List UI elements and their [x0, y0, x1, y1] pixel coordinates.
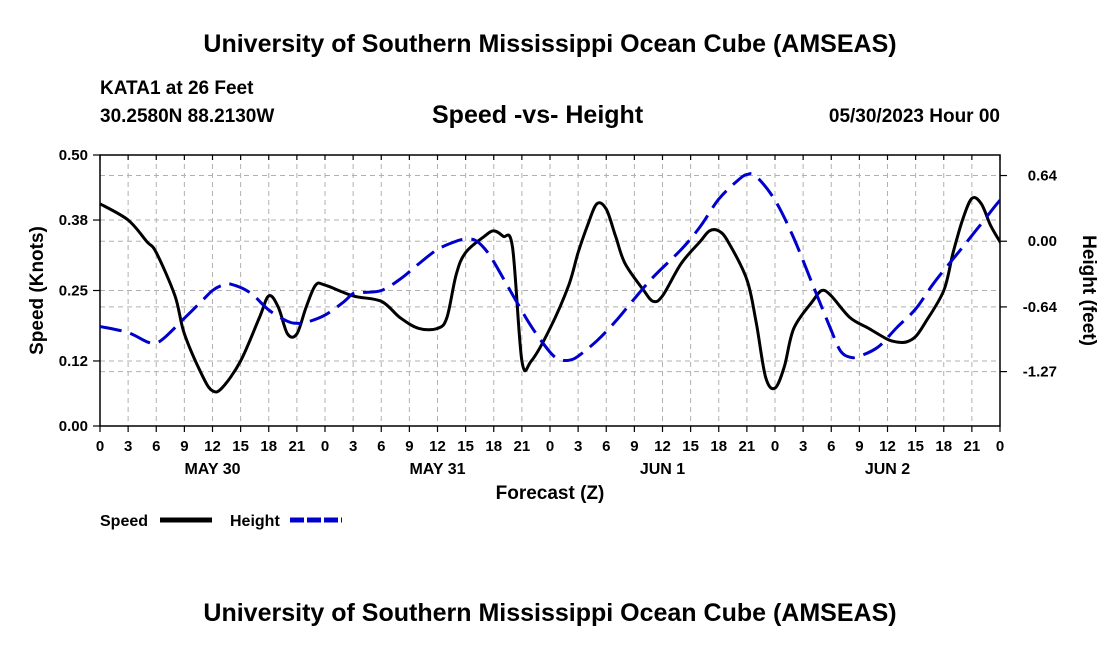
y-right-tick-label: 0.00	[1028, 233, 1057, 250]
x-tick-label: 12	[429, 438, 446, 455]
x-axis-title: Forecast (Z)	[496, 483, 605, 504]
x-tick-label: 0	[771, 438, 779, 455]
x-tick-label: 21	[514, 438, 531, 455]
x-tick-label: 3	[349, 438, 357, 455]
x-tick-label: 18	[710, 438, 727, 455]
day-label: JUN 2	[865, 461, 910, 478]
day-label: MAY 30	[184, 461, 240, 478]
station-label: KATA1 at 26 Feet	[100, 78, 254, 99]
x-tick-label: 6	[377, 438, 385, 455]
x-tick-label: 18	[935, 438, 952, 455]
legend-label-height: Height	[230, 513, 280, 530]
series-line-speed	[100, 195, 1000, 394]
datetime-label: 05/30/2023 Hour 00	[828, 106, 1000, 127]
x-tick-label: 21	[739, 438, 756, 455]
y-right-tick-label: -0.64	[1023, 299, 1058, 316]
x-tick-label: 21	[964, 438, 981, 455]
x-tick-label: 6	[602, 438, 610, 455]
x-tick-label: 3	[124, 438, 132, 455]
x-tick-label: 15	[457, 438, 474, 455]
x-tick-label: 9	[855, 438, 863, 455]
y-left-tick-label: 0.50	[59, 147, 88, 164]
footer-title: University of Southern Mississippi Ocean…	[203, 599, 897, 627]
x-tick-label: 12	[879, 438, 896, 455]
y-left-tick-label: 0.25	[59, 283, 88, 300]
main-title: University of Southern Mississippi Ocean…	[203, 30, 897, 58]
x-tick-label: 6	[152, 438, 160, 455]
y-right-tick-label: 0.64	[1028, 168, 1058, 185]
x-tick-label: 18	[260, 438, 277, 455]
chart-subtitle: Speed -vs- Height	[432, 101, 644, 129]
x-tick-label: 6	[827, 438, 835, 455]
series-line-height	[100, 172, 1000, 363]
x-tick-label: 12	[204, 438, 221, 455]
x-tick-label: 0	[996, 438, 1004, 455]
y-right-tick-label: -1.27	[1023, 364, 1057, 381]
x-tick-label: 0	[546, 438, 554, 455]
y-left-tick-label: 0.38	[59, 212, 88, 229]
x-tick-label: 15	[682, 438, 699, 455]
location-label: 30.2580N 88.2130W	[100, 106, 275, 127]
y-left-axis-title: Speed (Knots)	[27, 226, 48, 355]
x-tick-label: 3	[799, 438, 807, 455]
x-tick-label: 21	[289, 438, 306, 455]
x-tick-label: 9	[630, 438, 638, 455]
y-left-tick-label: 0.00	[59, 418, 88, 435]
legend-label-speed: Speed	[100, 513, 148, 530]
x-tick-label: 12	[654, 438, 671, 455]
day-label: JUN 1	[640, 461, 685, 478]
x-tick-label: 15	[232, 438, 249, 455]
x-tick-label: 0	[321, 438, 329, 455]
day-label: MAY 31	[409, 461, 465, 478]
x-tick-label: 9	[405, 438, 413, 455]
x-tick-label: 3	[574, 438, 582, 455]
x-tick-label: 15	[907, 438, 924, 455]
y-right-axis-title: Height (feet)	[1078, 235, 1099, 346]
y-left-tick-label: 0.12	[59, 353, 88, 370]
x-tick-label: 18	[485, 438, 502, 455]
x-tick-label: 0	[96, 438, 104, 455]
x-tick-label: 9	[180, 438, 188, 455]
